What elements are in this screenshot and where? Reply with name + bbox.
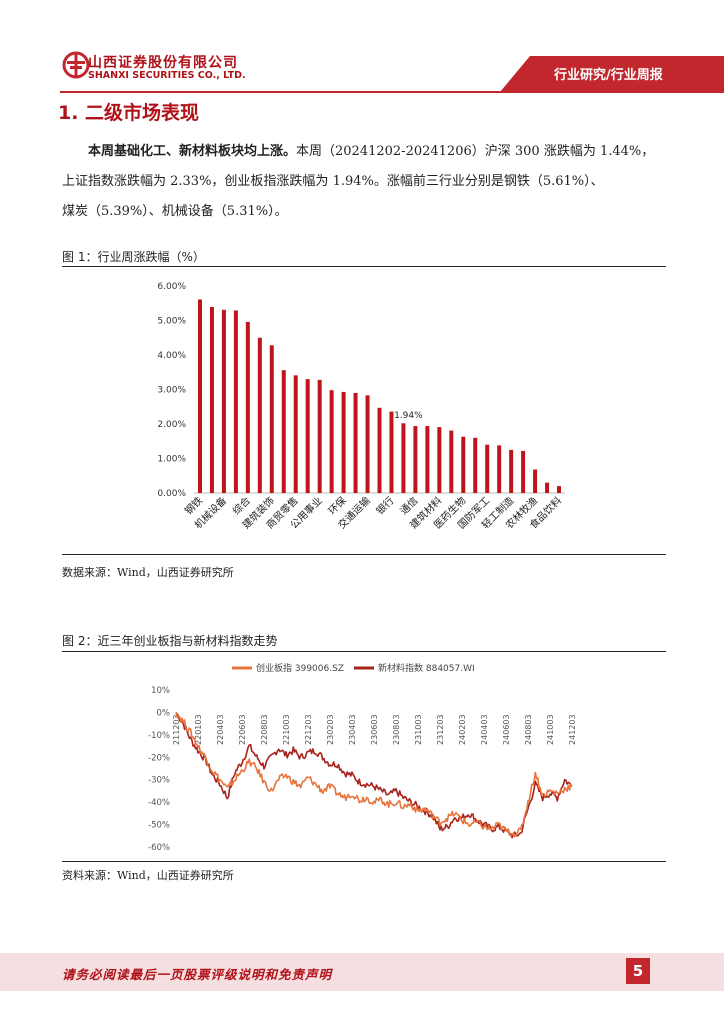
figure2-title: 图 2：近三年创业板指与新材料指数走势 (62, 634, 278, 648)
bar-y-tick-label: 4.00% (157, 351, 186, 361)
figure2-top-rule (62, 651, 666, 652)
bar-x-tick-label: 银行 (373, 494, 396, 517)
bar-房地产 (353, 392, 358, 493)
line-y-tick-label: -10% (148, 731, 170, 741)
header-band-slant (500, 56, 530, 92)
bar-公用事业 (317, 379, 322, 493)
line-x-tick-label: 240203 (458, 714, 467, 745)
bar-y-tick-label: 6.00% (157, 282, 186, 292)
bar-美容护理 (545, 482, 550, 493)
bar-非银金融 (425, 426, 430, 493)
line-x-tick-label: 231003 (414, 714, 423, 745)
legend-label: 新材料指数 884057.WI (378, 662, 475, 674)
industry-bar-chart: 6.00%5.00%4.00%3.00%2.00%1.00%0.00%钢铁机械设… (157, 282, 565, 531)
bar-建筑材料 (437, 427, 442, 493)
line-x-tick-label: 230603 (370, 714, 379, 745)
bar-商贸零售 (293, 375, 298, 493)
line-x-tick-label: 221203 (304, 714, 313, 745)
line-y-tick-label: 0% (157, 708, 171, 718)
bar-钢铁 (197, 299, 202, 493)
bar-y-tick-label: 0.00% (157, 489, 186, 499)
bar-环保 (341, 391, 346, 493)
bar-石油石化 (281, 370, 286, 493)
paragraph-line-3: 煤炭（5.39%）、机械设备（5.31%）。 (62, 204, 288, 219)
paragraph-lead: 本周基础化工、新材料板块均上涨。 (88, 144, 297, 159)
body-paragraph: 本周基础化工、新材料板块均上涨。本周（20241202-20241206）沪深 … (62, 137, 668, 227)
figure1-title: 图 1：行业周涨跌幅（%） (62, 250, 205, 264)
line-x-tick-label: 230803 (392, 714, 401, 745)
line-x-tick-label: 211203 (172, 714, 181, 745)
line-x-tick-label: 220103 (194, 714, 203, 745)
bar-纺织服饰 (329, 390, 334, 493)
line-x-tick-label: 240403 (480, 714, 489, 745)
legend-label: 创业板指 399006.SZ (256, 662, 344, 674)
bar-农林牧渔 (533, 469, 538, 493)
line-x-tick-label: 241003 (546, 714, 555, 745)
line-y-tick-label: -50% (148, 821, 170, 831)
bar-电子 (305, 379, 310, 493)
bar-有色金属 (233, 310, 238, 493)
bar-基础化工 (401, 423, 406, 493)
bar-食品饮料 (557, 486, 562, 493)
bar-计算机 (377, 407, 382, 493)
line-x-tick-label: 221003 (282, 714, 291, 745)
bar-医药生物 (461, 436, 466, 493)
line-y-tick-label: -40% (148, 798, 170, 808)
bar-传媒 (497, 445, 502, 493)
line-x-tick-label: 230403 (348, 714, 357, 745)
bar-家用电器 (449, 430, 454, 493)
line-x-tick-label: 231203 (436, 714, 445, 745)
line-x-tick-label: 240803 (524, 714, 533, 745)
figure1-top-rule (62, 266, 666, 267)
bar-机械设备 (221, 309, 226, 493)
line-x-tick-label: 241203 (568, 714, 577, 745)
paragraph-line-1: 本周基础化工、新材料板块均上涨。本周（20241202-20241206）沪深 … (62, 137, 668, 167)
footer-disclaimer: 请务必阅读最后一页股票评级说明和免责声明 (62, 967, 333, 982)
series-line-chinext (175, 712, 573, 838)
bar-社会服务 (521, 450, 526, 493)
bar-通信 (413, 426, 418, 493)
paragraph-line-2: 上证指数涨跌幅为 2.33%，创业板指涨跌幅为 1.94%。涨幅前三行业分别是钢… (62, 174, 604, 189)
page-number: 5 (626, 958, 650, 984)
bar-国防军工 (485, 444, 490, 493)
line-y-tick-label: -20% (148, 753, 170, 763)
figure1-bottom-rule (62, 554, 666, 555)
footer-band (0, 953, 724, 991)
figure2-source: 资料来源：Wind，山西证券研究所 (62, 869, 234, 882)
company-name-en: SHANXI SECURITIES CO., LTD. (88, 70, 246, 81)
paragraph-line-1-text: 本周（20241202-20241206）沪深 300 涨跌幅为 1.44%， (296, 144, 655, 159)
line-x-tick-label: 220603 (238, 714, 247, 745)
line-y-tick-label: -60% (148, 843, 170, 853)
bar-y-tick-label: 3.00% (157, 386, 186, 396)
bar-annotation-label: 1.94% (394, 411, 423, 421)
bar-汽车 (473, 437, 478, 493)
line-x-tick-label: 220803 (260, 714, 269, 745)
header-band (530, 56, 724, 92)
line-x-tick-label: 220403 (216, 714, 225, 745)
line-y-tick-label: -30% (148, 776, 170, 786)
company-logo-icon (62, 50, 90, 80)
company-name-cn: 山西证券股份有限公司 (88, 55, 238, 71)
bar-y-tick-label: 1.00% (157, 455, 186, 465)
figure1-source: 数据来源：Wind，山西证券研究所 (62, 566, 234, 579)
bar-银行 (389, 411, 394, 493)
line-y-tick-label: 10% (151, 686, 170, 696)
report-category: 行业研究/行业周报 (554, 68, 663, 83)
section-title: 1. 二级市场表现 (58, 102, 200, 124)
line-x-tick-label: 240603 (502, 714, 511, 745)
bar-交通运输 (365, 395, 370, 493)
index-trend-line-chart: 10% 0% -10% -20% -30% -40% -50% -60% 211203 22010… (148, 662, 577, 853)
bar-煤炭 (209, 307, 214, 493)
figure2-bottom-rule (62, 861, 666, 862)
header-divider (60, 91, 724, 93)
bar-综合 (245, 321, 250, 493)
bar-y-tick-label: 5.00% (157, 317, 186, 327)
bar-建筑装饰 (269, 345, 274, 493)
bar-y-tick-label: 2.00% (157, 420, 186, 430)
line-x-tick-label: 230203 (326, 714, 335, 745)
bar-轻工制造 (509, 449, 514, 493)
bar-电力设备 (257, 337, 262, 493)
